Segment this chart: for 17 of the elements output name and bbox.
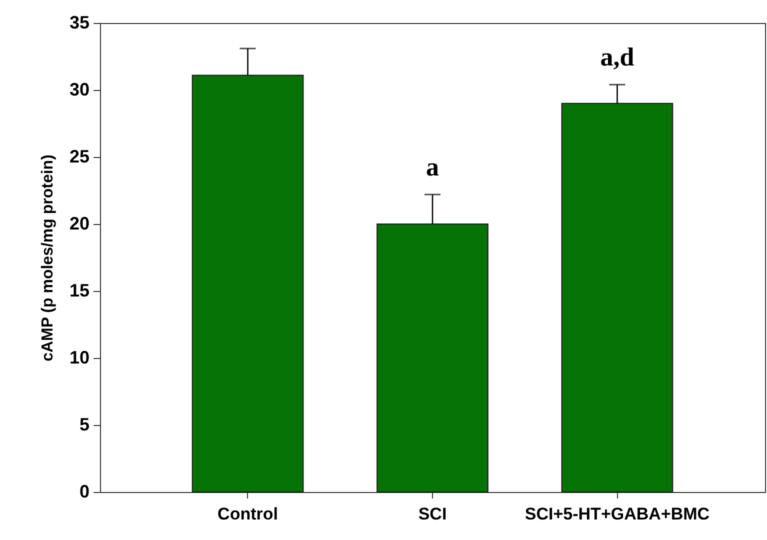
y-tick-label: 20 <box>69 214 90 234</box>
bar <box>192 74 304 492</box>
y-tick-label: 10 <box>69 348 90 368</box>
bar <box>561 102 674 492</box>
annotation: a,d <box>600 42 635 72</box>
x-tick-label: SCI <box>418 504 447 524</box>
bar <box>376 224 488 492</box>
y-tick-label: 30 <box>69 80 90 100</box>
x-tick-label: SCI+5-HT+GABA+BMC <box>524 504 710 524</box>
y-tick-label: 5 <box>79 414 90 434</box>
y-tick-label: 25 <box>69 146 90 166</box>
y-axis-title: cAMP (p moles/mg protein) <box>39 154 56 362</box>
y-tick-label: 15 <box>69 280 90 300</box>
annotation: a <box>426 152 439 182</box>
y-tick-label: 0 <box>79 482 90 502</box>
y-tick-label: 35 <box>69 12 90 32</box>
x-tick-label: Control <box>218 504 278 524</box>
